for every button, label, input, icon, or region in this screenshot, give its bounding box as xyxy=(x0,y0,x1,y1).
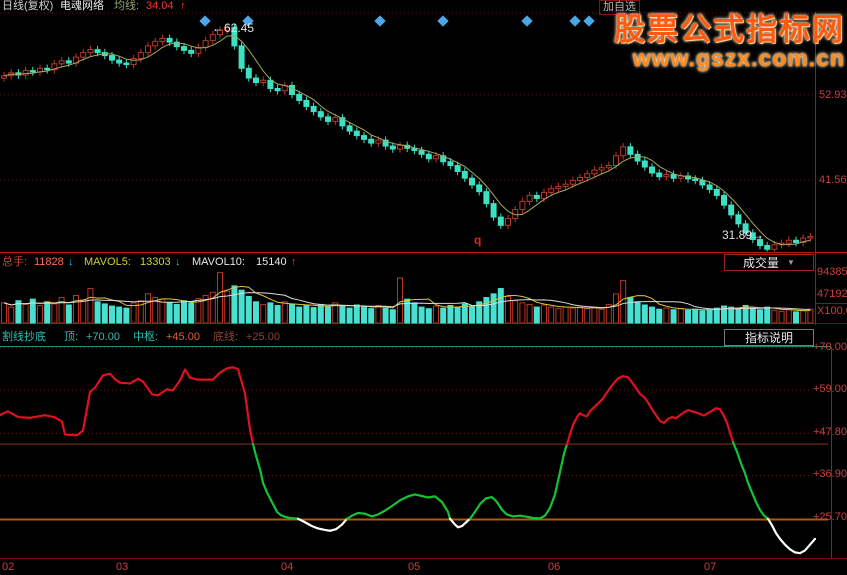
watermark: 股票公式指标网 www.gszx.com.cn xyxy=(614,4,845,72)
indicator-help-label: 指标说明 xyxy=(744,331,793,345)
indicator-bottom-label: 底线: xyxy=(213,331,239,343)
mavol10-label: MAVOL10: xyxy=(192,256,245,268)
indicator-name[interactable]: 割线抄底 xyxy=(2,331,46,343)
volume-axis-label: X100.0 xyxy=(817,305,847,317)
total-hands-label: 总手: xyxy=(2,256,28,268)
mavol5-value: 13303 xyxy=(140,256,171,268)
indicator-axis-label: +70.00 xyxy=(813,341,847,353)
volume-chart xyxy=(1,272,814,324)
volume-axis-label: 47192 xyxy=(817,288,847,300)
indicator-top-value: +70.00 xyxy=(86,331,120,343)
time-axis-tick: 05 xyxy=(408,561,421,573)
chevron-down-icon: ▼ xyxy=(787,258,795,267)
period-label[interactable]: 日线(复权) xyxy=(2,0,54,12)
watermark-title: 股票公式指标网 xyxy=(614,12,845,47)
peak-price-annotation: ←62.45 xyxy=(212,21,255,35)
indicator-axis-border xyxy=(831,347,832,558)
time-axis-tick: 02 xyxy=(2,561,15,573)
indicator-axis-label: +59.00 xyxy=(813,383,847,395)
q-marker: q xyxy=(474,233,482,247)
menu-item-add-favorite[interactable]: 加自选 xyxy=(599,0,640,15)
candle-pane-bottom-border xyxy=(0,252,847,253)
total-hands-value: 11828 xyxy=(34,256,64,268)
time-axis-tick: 04 xyxy=(281,561,294,573)
indicator-axis-label: +25.70 xyxy=(813,511,847,523)
time-axis-line xyxy=(0,558,847,559)
indicator-header-underline xyxy=(0,346,830,347)
mavol10-up-arrow-icon: ↑ xyxy=(291,256,297,268)
ma-up-arrow-icon: ↑ xyxy=(180,0,186,12)
volume-pane-selector[interactable]: 成交量 ▼ xyxy=(724,254,814,271)
volume-pane-bottom-border xyxy=(0,323,847,324)
mavol10-value: 15140 xyxy=(256,256,287,268)
indicator-top-label: 顶: xyxy=(64,331,79,343)
ma-label: 均线: xyxy=(114,0,140,12)
watermark-url: www.gszx.com.cn xyxy=(632,45,845,71)
volume-pane-selector-label: 成交量 xyxy=(743,256,780,270)
volume-axis-label: 94385 xyxy=(817,266,847,278)
right-axis-border xyxy=(815,12,816,325)
mavol5-down-arrow-icon: ↓ xyxy=(175,256,181,268)
volume-axis-divider xyxy=(815,303,847,304)
indicator-mid-value: +45.00 xyxy=(166,331,200,343)
indicator-mid-label: 中枢: xyxy=(133,331,159,343)
ma-value: 34.04 xyxy=(146,0,174,12)
price-axis-label: 41.56 xyxy=(819,174,847,186)
indicator-help-button[interactable]: 指标说明 xyxy=(724,329,814,346)
candlestick-chart xyxy=(0,12,814,252)
indicator-chart xyxy=(0,347,828,555)
indicator-axis-label: +36.90 xyxy=(813,468,847,480)
stock-name: 电魂网络 xyxy=(60,0,104,12)
trough-price-annotation: 31.89→ xyxy=(722,228,765,242)
indicator-bottom-value: +25.00 xyxy=(246,331,280,343)
indicator-axis-label: +47.80 xyxy=(813,426,847,438)
mavol5-label: MAVOL5: xyxy=(84,256,131,268)
price-axis-label: 52.93 xyxy=(819,89,847,101)
total-hands-down-arrow-icon: ↓ xyxy=(68,256,74,268)
time-axis-tick: 06 xyxy=(548,561,561,573)
time-axis-tick: 07 xyxy=(704,561,717,573)
time-axis-tick: 03 xyxy=(116,561,129,573)
